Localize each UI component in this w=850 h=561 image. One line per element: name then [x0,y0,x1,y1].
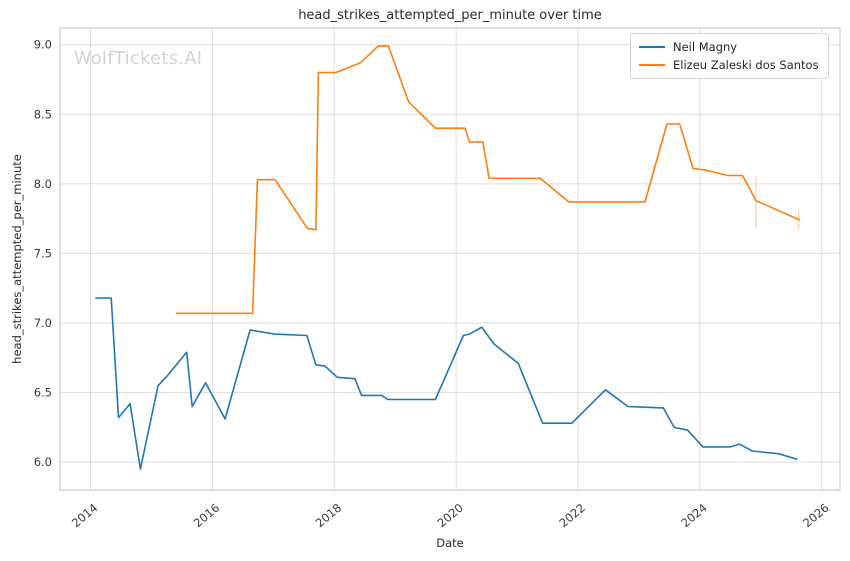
x-tick-label: 2016 [191,501,222,531]
legend-line-swatch-orange [639,64,665,66]
x-tick-label: 2020 [435,501,466,531]
chart-title: head_strikes_attempted_per_minute over t… [298,8,602,23]
y-tick-label: 6.5 [34,386,52,400]
x-tick-label: 2022 [556,501,587,531]
legend-item-elizeu-zaleski: Elizeu Zaleski dos Santos [639,58,819,72]
x-axis-label: Date [436,536,464,550]
x-tick-label: 2018 [313,501,344,531]
y-tick-label: 7.5 [34,246,52,260]
legend-item-neil-magny: Neil Magny [639,40,819,54]
x-tick-label: 2026 [800,501,831,531]
y-axis-label: head_strikes_attempted_per_minute [10,154,24,364]
watermark: WolfTickets.AI [74,49,203,69]
x-tick-label: 2024 [678,501,709,531]
y-tick-label: 6.0 [34,455,52,469]
y-tick-label: 8.5 [34,107,52,121]
legend-label: Neil Magny [673,40,738,54]
legend-label: Elizeu Zaleski dos Santos [673,58,819,72]
y-tick-label: 7.0 [34,316,52,330]
plot-border [59,27,841,491]
y-tick-label: 8.0 [34,177,52,191]
series-line-elizeu-zaleski-dos-santos [175,45,801,315]
legend-line-swatch-blue [639,46,665,48]
series-line-neil-magny [95,297,798,470]
legend: Neil Magny Elizeu Zaleski dos Santos [630,33,829,79]
y-tick-label: 9.0 [34,38,52,52]
x-tick-label: 2014 [69,501,100,531]
